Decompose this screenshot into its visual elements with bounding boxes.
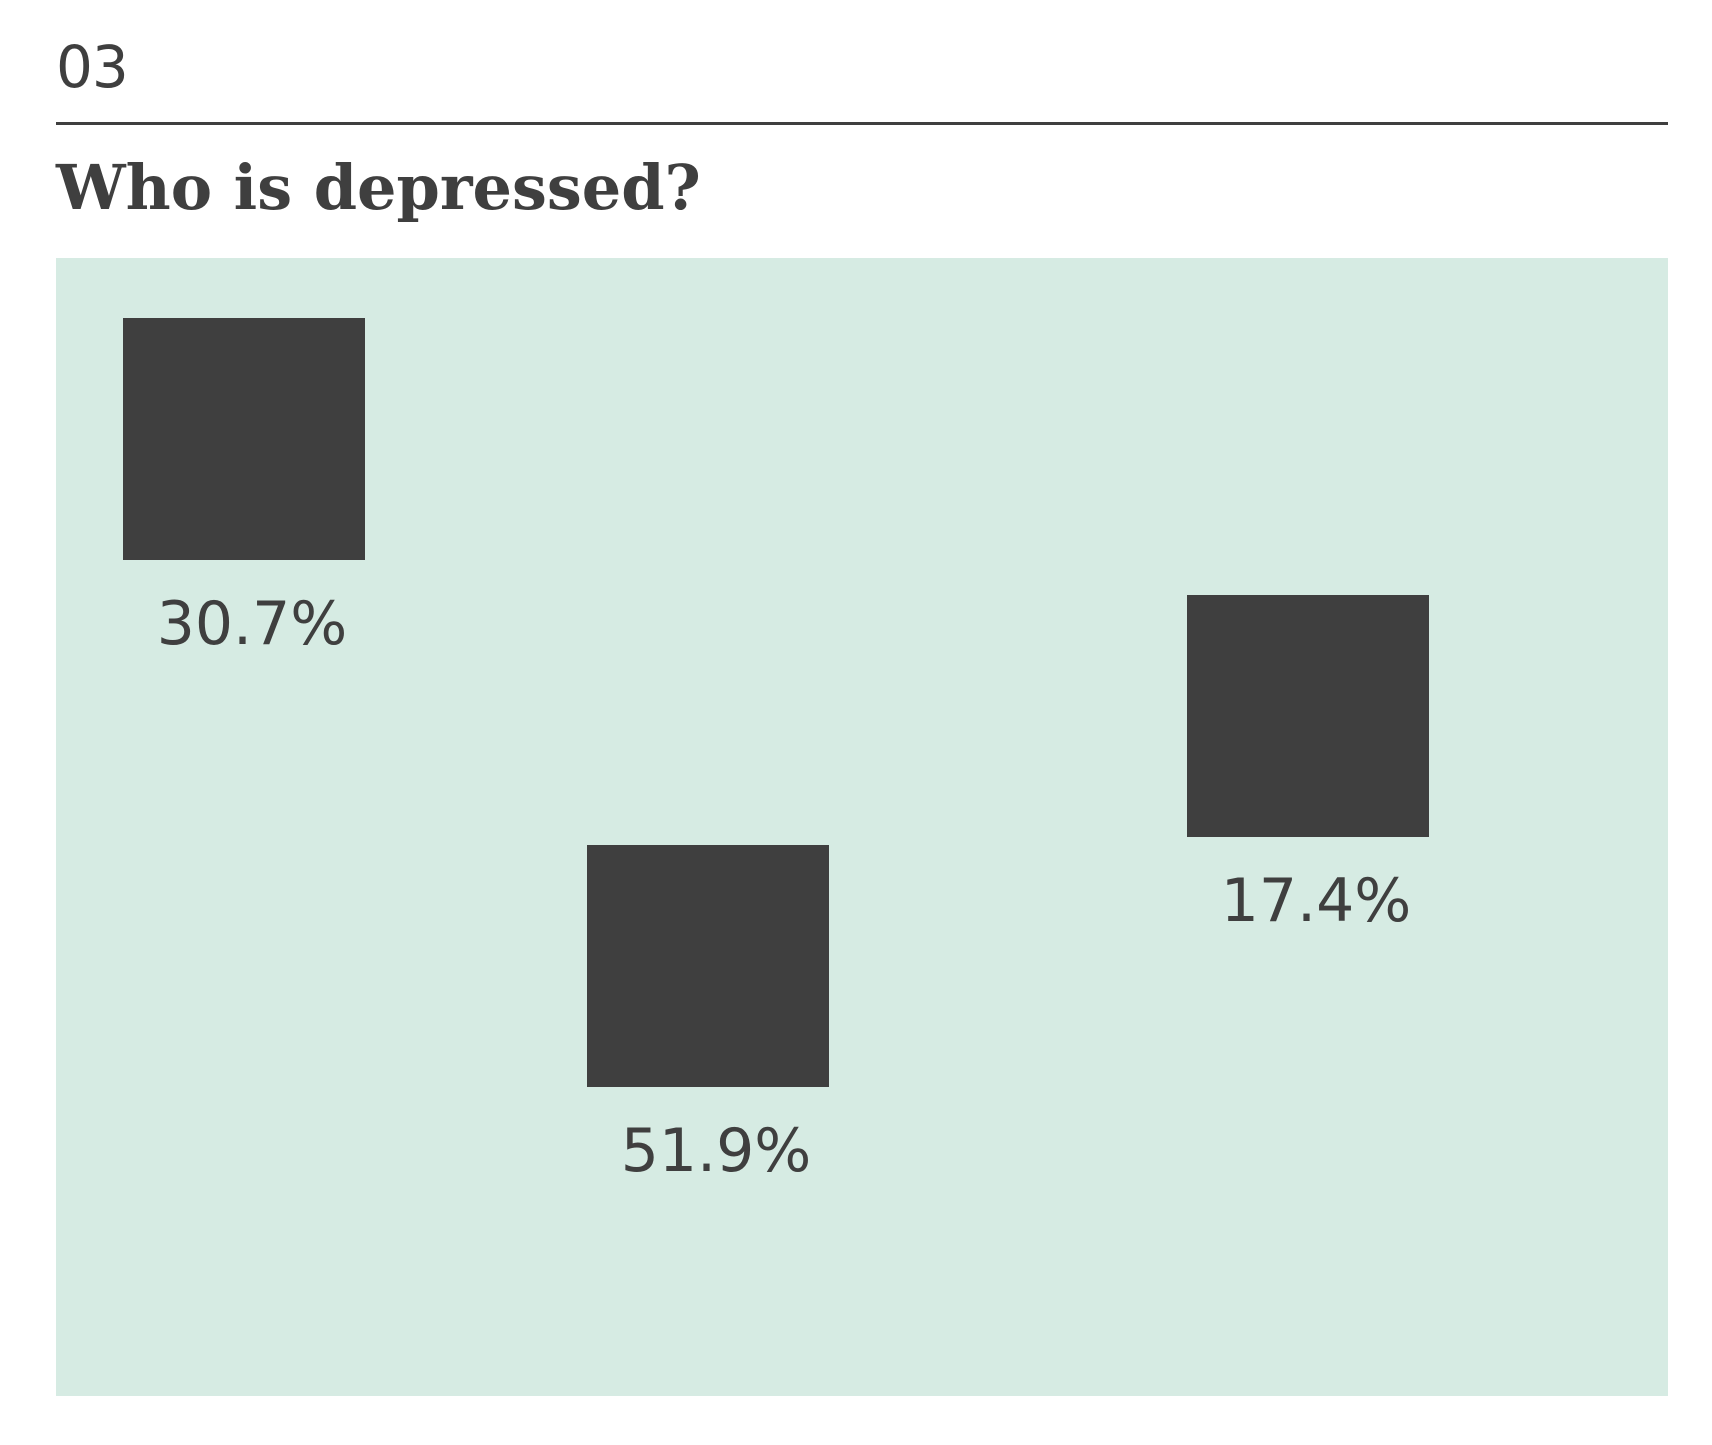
chart-canvas: 30.7% 51.9% 17.4% [123, 318, 1429, 1186]
value-label-1: 30.7% [157, 589, 348, 659]
marker-square-3 [1187, 595, 1429, 837]
chart-title: Who is depressed? [56, 151, 701, 224]
section-number: 03 [56, 33, 129, 101]
chart-panel: 30.7% 51.9% 17.4% [56, 258, 1668, 1396]
value-label-2: 51.9% [621, 1116, 812, 1186]
value-label-3: 17.4% [1221, 866, 1412, 936]
header-rule [56, 122, 1668, 125]
marker-square-2 [587, 845, 829, 1087]
marker-square-1 [123, 318, 365, 560]
